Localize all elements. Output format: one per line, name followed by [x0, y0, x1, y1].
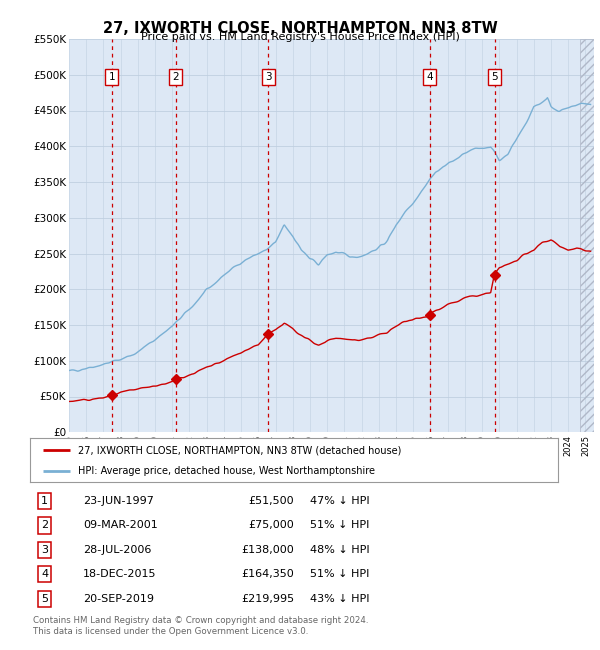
Text: 27, IXWORTH CLOSE, NORTHAMPTON, NN3 8TW (detached house): 27, IXWORTH CLOSE, NORTHAMPTON, NN3 8TW … [77, 445, 401, 455]
Text: 2: 2 [41, 521, 49, 530]
Text: 47% ↓ HPI: 47% ↓ HPI [310, 496, 370, 506]
Text: 51% ↓ HPI: 51% ↓ HPI [310, 569, 369, 579]
Text: 5: 5 [491, 72, 498, 82]
Text: £164,350: £164,350 [241, 569, 294, 579]
Text: 1: 1 [41, 496, 48, 506]
Text: 3: 3 [265, 72, 272, 82]
Text: Contains HM Land Registry data © Crown copyright and database right 2024.: Contains HM Land Registry data © Crown c… [33, 616, 368, 625]
Text: 4: 4 [41, 569, 49, 579]
Text: 2: 2 [172, 72, 179, 82]
Text: 23-JUN-1997: 23-JUN-1997 [83, 496, 154, 506]
Text: 27, IXWORTH CLOSE, NORTHAMPTON, NN3 8TW: 27, IXWORTH CLOSE, NORTHAMPTON, NN3 8TW [103, 21, 497, 36]
Text: 5: 5 [41, 594, 48, 604]
Text: 43% ↓ HPI: 43% ↓ HPI [310, 594, 370, 604]
Text: HPI: Average price, detached house, West Northamptonshire: HPI: Average price, detached house, West… [77, 466, 374, 476]
Text: £219,995: £219,995 [241, 594, 294, 604]
Text: This data is licensed under the Open Government Licence v3.0.: This data is licensed under the Open Gov… [33, 627, 308, 636]
Text: 51% ↓ HPI: 51% ↓ HPI [310, 521, 369, 530]
Text: 48% ↓ HPI: 48% ↓ HPI [310, 545, 370, 555]
Text: 28-JUL-2006: 28-JUL-2006 [83, 545, 151, 555]
Text: 09-MAR-2001: 09-MAR-2001 [83, 521, 158, 530]
Text: 4: 4 [427, 72, 433, 82]
Text: 20-SEP-2019: 20-SEP-2019 [83, 594, 154, 604]
Text: 1: 1 [109, 72, 115, 82]
Text: £138,000: £138,000 [241, 545, 294, 555]
Text: £51,500: £51,500 [248, 496, 294, 506]
Text: 3: 3 [41, 545, 48, 555]
Text: 18-DEC-2015: 18-DEC-2015 [83, 569, 156, 579]
Text: £75,000: £75,000 [248, 521, 294, 530]
Text: Price paid vs. HM Land Registry's House Price Index (HPI): Price paid vs. HM Land Registry's House … [140, 32, 460, 42]
